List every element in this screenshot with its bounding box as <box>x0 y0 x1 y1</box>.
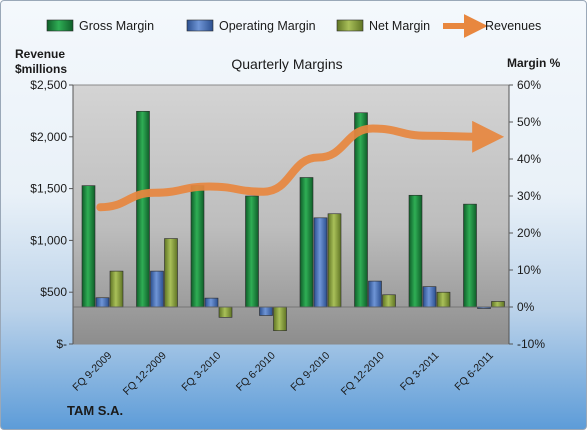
bar-operating-margin <box>204 297 219 308</box>
left-axis-title-line1: Revenue <box>15 47 65 61</box>
bar-gross-margin <box>190 185 205 308</box>
legend-swatch-gross-margin <box>46 19 74 32</box>
bar-net-margin <box>273 306 287 331</box>
bar-gross-margin <box>354 112 368 308</box>
category-label: FQ 3-2011 <box>398 350 442 394</box>
category-label: FQ 9-2009 <box>70 350 114 394</box>
category-label: FQ 12-2010 <box>339 350 387 398</box>
bar-net-margin <box>382 294 396 308</box>
category-label: FQ 12-2009 <box>121 350 169 398</box>
legend-swatch-operating-margin <box>186 19 214 32</box>
left-axis-title-line2: $millions <box>15 62 67 76</box>
left-tick-label: $1,000 <box>30 233 67 247</box>
category-label: FQ 6-2011 <box>452 350 496 394</box>
bar-gross-margin <box>463 203 477 308</box>
category-label: FQ 9-2010 <box>288 350 332 394</box>
bar-net-margin <box>327 213 342 308</box>
bar-net-margin <box>491 301 505 308</box>
legend-label-gross-margin: Gross Margin <box>79 19 154 33</box>
left-tick-label: $2,500 <box>30 78 67 92</box>
category-label: FQ 3-2010 <box>179 350 223 394</box>
right-tick-label: 30% <box>517 189 541 203</box>
bar-net-margin <box>164 238 178 308</box>
company-name: TAM S.A. <box>67 403 124 418</box>
bar-net-margin <box>109 270 124 308</box>
bar-operating-margin <box>368 280 382 308</box>
bar-gross-margin <box>245 195 259 308</box>
bar-operating-margin <box>95 297 110 308</box>
left-tick-label: $1,500 <box>30 182 67 196</box>
left-tick-label: $- <box>56 337 67 351</box>
right-tick-label: 10% <box>517 263 541 277</box>
right-tick-label: -10% <box>517 337 545 351</box>
left-tick-label: $500 <box>40 285 67 299</box>
bar-operating-margin <box>259 306 273 316</box>
bar-operating-margin <box>150 270 164 308</box>
legend-swatch-net-margin <box>336 19 364 32</box>
bar-gross-margin <box>81 185 96 308</box>
right-tick-label: 50% <box>517 115 541 129</box>
legend-label-operating-margin: Operating Margin <box>219 19 316 33</box>
right-tick-label: 60% <box>517 78 541 92</box>
right-tick-label: 40% <box>517 152 541 166</box>
right-axis-title: Margin % <box>507 56 561 70</box>
bar-operating-margin <box>313 217 328 308</box>
legend-label-revenues: Revenues <box>485 19 541 33</box>
bar-net-margin <box>436 291 451 308</box>
left-tick-label: $2,000 <box>30 130 67 144</box>
legend-label-net-margin: Net Margin <box>369 19 430 33</box>
bar-net-margin <box>218 306 233 318</box>
bar-gross-margin <box>408 194 423 308</box>
revenues-line <box>96 120 505 212</box>
bar-gross-margin <box>299 177 314 308</box>
right-tick-label: 20% <box>517 226 541 240</box>
right-tick-label: 0% <box>517 300 535 314</box>
bar-operating-margin <box>422 286 437 308</box>
category-label: FQ 6-2010 <box>234 350 278 394</box>
bar-gross-margin <box>136 110 150 308</box>
chart-title: Quarterly Margins <box>231 56 342 72</box>
